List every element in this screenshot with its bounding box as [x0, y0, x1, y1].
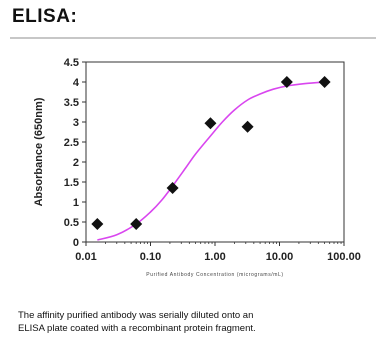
- data-point: [166, 182, 179, 194]
- page-title: ELISA:: [12, 6, 78, 27]
- x-tick-label: 100.00: [327, 251, 361, 263]
- title-divider: [10, 37, 376, 39]
- data-point: [318, 76, 331, 88]
- figure-caption: The affinity purified antibody was seria…: [18, 309, 368, 335]
- caption-line-2: ELISA plate coated with a recombinant pr…: [18, 323, 256, 334]
- fit-curve: [97, 81, 325, 241]
- data-point: [280, 76, 293, 88]
- y-tick-label: 4.5: [64, 57, 79, 69]
- y-axis-label: Absorbance (650nm): [33, 97, 45, 206]
- y-tick-label: 1: [73, 197, 79, 209]
- x-tick-label: 0.10: [140, 251, 161, 263]
- y-tick-label: 1.5: [64, 177, 79, 189]
- x-tick-label: 10.00: [266, 251, 294, 263]
- y-tick-label: 0: [73, 237, 79, 249]
- y-tick-label: 3.5: [64, 97, 79, 109]
- plot-area: 0 0.5 1 1.5 2 2.5 3 3.5 4 4.5 0.01 0.10 1.00 10.00 100…: [33, 57, 361, 278]
- y-tick-label: 3: [73, 117, 79, 129]
- x-axis-label: Purified Antibody Concentration (microgr…: [146, 272, 283, 278]
- data-point: [204, 117, 217, 130]
- x-tick-label: 0.01: [75, 251, 96, 263]
- y-tick-label: 4: [73, 77, 80, 89]
- y-tick-label: 2: [73, 157, 79, 169]
- caption-line-1: The affinity purified antibody was seria…: [18, 310, 254, 321]
- data-point: [91, 218, 104, 230]
- y-tick-label: 2.5: [64, 137, 79, 149]
- y-tick-label: 0.5: [64, 217, 79, 229]
- plot-frame: [85, 61, 345, 243]
- elisa-chart: 0 0.5 1 1.5 2 2.5 3 3.5 4 4.5 0.01 0.10 1.00 10.00 100…: [33, 57, 361, 278]
- data-point: [241, 120, 254, 133]
- data-point: [130, 218, 143, 230]
- x-tick-label: 1.00: [204, 251, 225, 263]
